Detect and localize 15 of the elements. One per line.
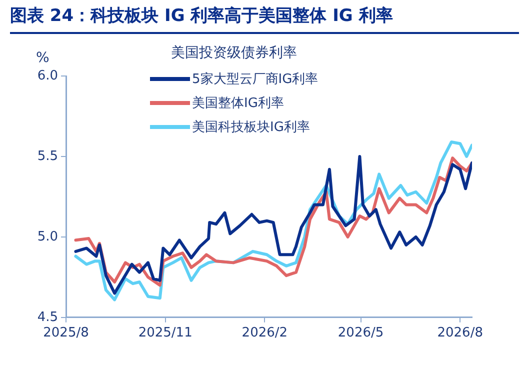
legend-label: 美国整体IG利率	[192, 95, 284, 112]
y-tick-label: 5.0	[37, 229, 58, 244]
y-tick-label: 4.5	[37, 310, 58, 325]
y-tick-label: 5.5	[37, 148, 58, 164]
legend-title: 美国投资级债券利率	[170, 44, 298, 62]
x-tick-label: 2025/11	[138, 326, 192, 341]
x-tick-label: 2026/8	[437, 326, 483, 341]
x-tick-label: 2026/5	[338, 326, 384, 341]
legend-label: 美国科技板块IG利率	[192, 119, 310, 136]
y-axis-title: %	[36, 50, 50, 66]
legend-label: 5家大型云厂商IG利率	[192, 71, 318, 88]
x-tick-label: 2026/2	[242, 326, 288, 341]
x-tick-label: 2025/8	[43, 326, 89, 341]
chart-title: 图表 24：科技板块 IG 利率高于美国整体 IG 利率	[10, 5, 393, 27]
y-tick-label: 6.0	[37, 68, 58, 84]
